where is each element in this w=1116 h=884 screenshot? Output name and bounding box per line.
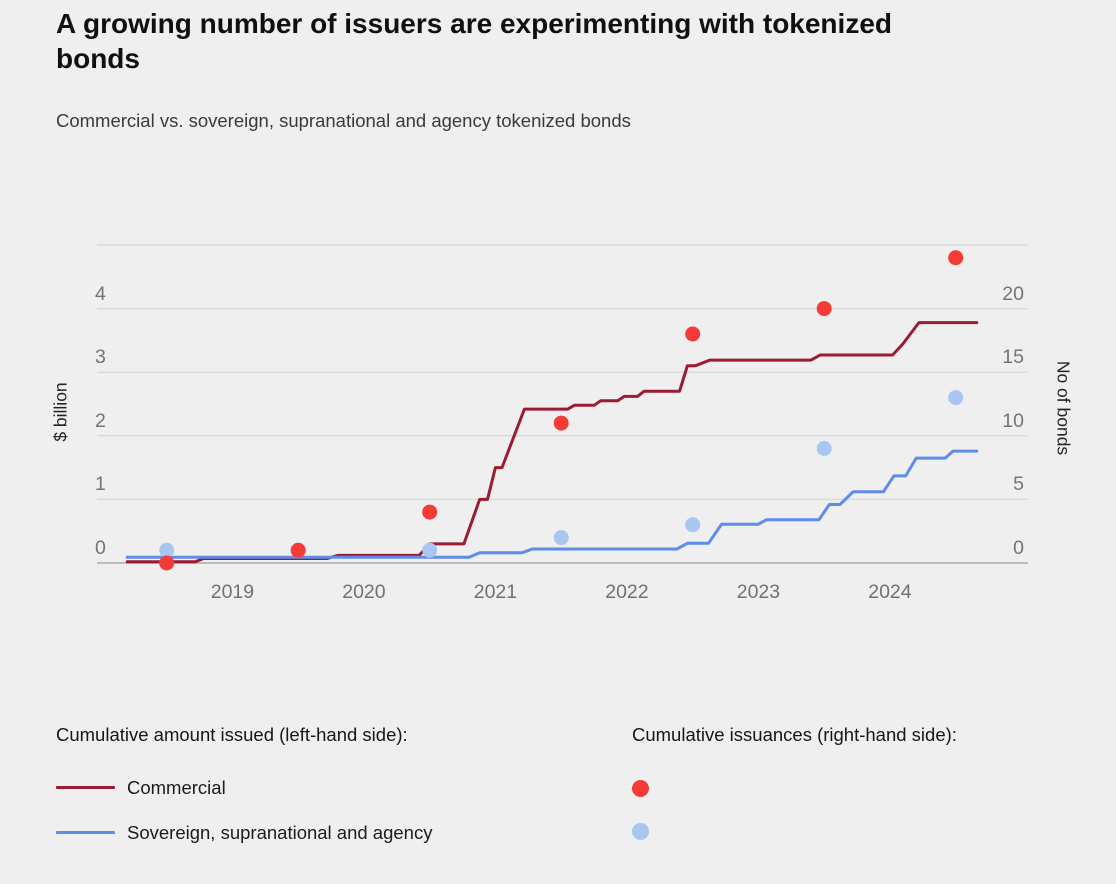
left-axis-tick-label: 1 [95,473,106,496]
commercial-issuance-dot [553,415,569,431]
commercial-issuance-dot [422,504,438,520]
right-axis-title: No of bonds [1053,360,1074,456]
commercial-line [125,321,979,564]
legend-right-header: Cumulative issuances (right-hand side): [632,724,957,745]
commercial-issuance-dot [816,301,832,317]
sovereign-issuance-dot [816,441,832,456]
right-axis-tick-label: 20 [1002,282,1024,305]
sovereign-issuance-dot [685,517,701,533]
sovereign-issuance-dot [422,542,438,558]
commercial-dot-swatch [632,780,649,797]
right-axis-tick-label: 10 [1002,409,1024,432]
commercial-issuance-dot [948,250,964,266]
commercial-issuance-dot [290,542,306,558]
x-axis-tick-label: 2023 [736,581,781,603]
sovereign-issuance-dot [553,530,569,546]
sovereign-issuance-dot [159,542,175,558]
commercial-line-swatch [56,786,115,789]
commercial-issuance-dot [685,326,701,342]
plot-area [97,244,1028,571]
legend-label-sovereign: Sovereign, supranational and agency [127,822,433,843]
sovereign-dot-swatch [632,823,649,840]
left-axis-tick-label: 3 [95,346,106,369]
x-axis-tick-label: 2020 [342,581,386,603]
right-axis-tick-label: 0 [1013,537,1024,559]
sovereign-line-swatch [56,831,115,834]
legend-label-commercial: Commercial [127,777,226,798]
x-axis-tick-label: 2022 [605,581,649,603]
sovereign-issuance-dot [948,390,964,406]
left-axis-tick-label: 0 [95,537,106,559]
left-axis-tick-label: 2 [95,409,106,432]
x-axis-tick-label: 2021 [473,581,518,603]
sovereign-line [125,449,979,559]
right-axis-tick-label: 15 [1002,346,1024,369]
chart-title: A growing number of issuers are experime… [56,8,892,74]
x-axis-tick-label: 2019 [210,581,255,603]
legend-left-header: Cumulative amount issued (left-hand side… [56,724,408,745]
chart-subtitle: Commercial vs. sovereign, supranational … [56,110,631,131]
commercial-issuance-dot [159,555,175,571]
right-axis-tick-label: 5 [1013,473,1024,496]
x-axis-tick-label: 2024 [868,581,912,603]
left-axis-tick-label: 4 [95,282,106,305]
left-axis-title: $ billion [50,382,71,442]
